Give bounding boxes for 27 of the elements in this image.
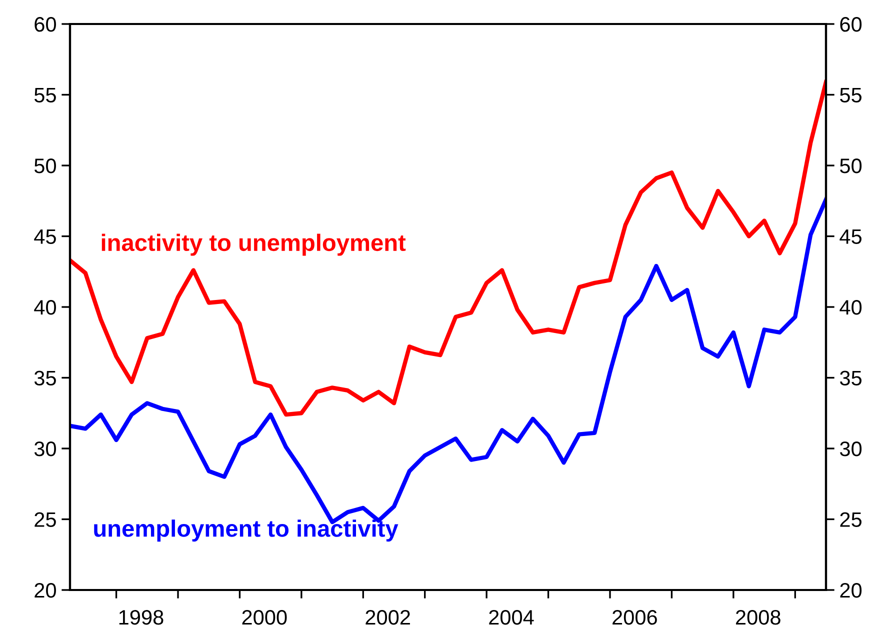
y2-tick-label: 55	[840, 88, 862, 103]
y-tick-label: 50	[34, 158, 56, 174]
y-tick-label: 55	[34, 88, 56, 103]
y2-tick-label: 30	[840, 442, 862, 456]
y-tick-label: 40	[34, 300, 56, 315]
x-tick-label: 2006	[612, 610, 657, 625]
y2-tick-label: 35	[840, 370, 862, 386]
x-tick-label: 2002	[366, 610, 410, 625]
y-tick-label: 30	[34, 442, 56, 456]
y2-tick-label: 40	[840, 300, 862, 315]
y-tick-label: 35	[34, 370, 56, 386]
y2-tick-label: 50	[840, 158, 862, 174]
x-tick-label: 2004	[489, 610, 534, 625]
y2-tick-label: 60	[840, 17, 862, 32]
y-tick-label: 60	[34, 17, 56, 32]
y-tick-label: 25	[34, 512, 56, 528]
x-tick-label: 2008	[736, 610, 780, 625]
series-label: inactivity to unemployment	[102, 234, 406, 256]
y-tick-label: 45	[34, 229, 56, 244]
y2-tick-label: 20	[840, 583, 862, 598]
y2-tick-label: 45	[840, 229, 862, 244]
y2-tick-label: 25	[840, 512, 862, 528]
y-tick-label: 20	[34, 583, 56, 598]
line-series	[70, 80, 826, 417]
series-label: unemployment to inactivity	[94, 520, 398, 542]
x-tick-label: 1998	[119, 610, 164, 625]
x-tick-label: 2000	[242, 610, 287, 625]
